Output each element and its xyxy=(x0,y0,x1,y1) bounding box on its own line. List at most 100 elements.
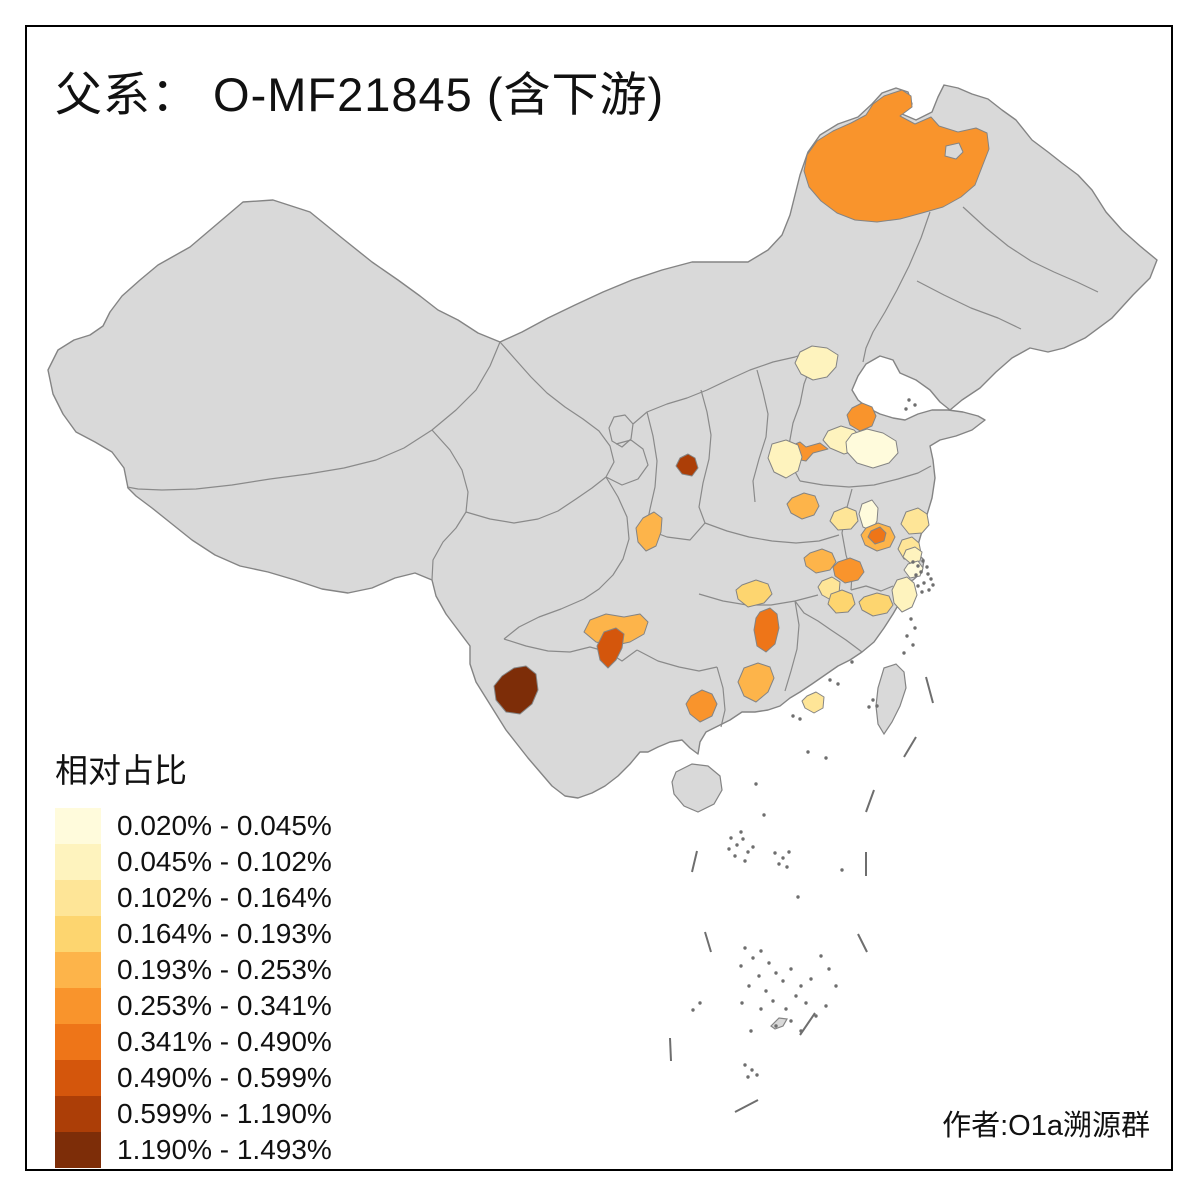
sea-island-speck xyxy=(796,895,800,899)
sea-island-speck xyxy=(774,1024,778,1028)
sea-island-speck xyxy=(740,1001,744,1005)
sea-island-speck xyxy=(757,974,761,978)
nine-dash-segment xyxy=(799,1012,816,1036)
sea-island-speck xyxy=(916,564,920,568)
nine-dash-segment xyxy=(857,933,868,953)
sea-island-speck xyxy=(764,989,768,993)
nine-dash-segment xyxy=(704,931,712,953)
sea-island-speck xyxy=(727,847,731,851)
sea-island-speck xyxy=(698,1001,702,1005)
sea-island-speck xyxy=(691,1008,695,1012)
sea-island-speck xyxy=(741,837,745,841)
region-chuzhou xyxy=(832,557,865,584)
islands xyxy=(671,663,907,1030)
sea-island-speck xyxy=(911,560,915,564)
legend-swatch xyxy=(55,880,101,916)
sea-island-speck xyxy=(799,984,803,988)
sea-island-speck xyxy=(875,704,879,708)
sea-island-speck xyxy=(925,565,929,569)
sea-island-speck xyxy=(798,717,802,721)
sea-island-speck xyxy=(781,856,785,860)
sea-island-speck xyxy=(774,971,778,975)
sea-island-speck xyxy=(911,643,915,647)
sea-island-speck xyxy=(759,949,763,953)
legend-swatch xyxy=(55,1096,101,1132)
sea-island-speck xyxy=(735,843,739,847)
legend-swatch xyxy=(55,844,101,880)
legend-label: 0.193% - 0.253% xyxy=(117,954,332,985)
legend-label: 0.164% - 0.193% xyxy=(117,918,332,949)
legend-row: 0.341% - 0.490% xyxy=(55,1024,332,1060)
region-beijing xyxy=(794,345,839,381)
sea-island-speck xyxy=(785,865,789,869)
sea-island-speck xyxy=(743,946,747,950)
region-xuancheng xyxy=(827,589,856,614)
region-fuyang xyxy=(803,548,837,574)
legend-label: 0.341% - 0.490% xyxy=(117,1026,332,1057)
legend-label: 1.190% - 1.493% xyxy=(117,1134,332,1165)
sea-island-speck xyxy=(739,964,743,968)
sea-island-speck xyxy=(904,407,908,411)
sea-island-speck xyxy=(922,581,926,585)
sea-island-speck xyxy=(828,678,832,682)
sea-island-speck xyxy=(824,1004,828,1008)
legend-row: 0.045% - 0.102% xyxy=(55,844,332,880)
sea-island-speck xyxy=(787,850,791,854)
sea-island-speck xyxy=(789,967,793,971)
legend-swatch xyxy=(55,808,101,844)
sea-island-speck xyxy=(871,698,875,702)
region-shandong-central xyxy=(845,428,899,469)
sea-island-speck xyxy=(750,1068,754,1072)
sea-island-speck xyxy=(929,577,933,581)
legend-row: 0.599% - 1.190% xyxy=(55,1096,332,1132)
sea-island-speck xyxy=(827,967,831,971)
sea-island-speck xyxy=(749,1029,753,1033)
sea-island-speck xyxy=(747,984,751,988)
sea-island-speck xyxy=(767,961,771,965)
region-suizhou-hubei xyxy=(735,579,773,608)
legend-label: 0.490% - 0.599% xyxy=(117,1062,332,1093)
region-hebei-south xyxy=(767,439,803,479)
province-boundaries xyxy=(126,206,1099,728)
sea-island-speck xyxy=(927,588,931,592)
sea-island-speck xyxy=(784,1007,788,1011)
sea-island-speck xyxy=(809,977,813,981)
nine-dash-segment xyxy=(734,1099,759,1113)
legend-row: 0.020% - 0.045% xyxy=(55,808,332,844)
legend: 相对占比 0.020% - 0.045% 0.045% - 0.102% 0.102… xyxy=(55,744,332,1168)
sea-island-speck xyxy=(759,1007,763,1011)
nine-dash-segment xyxy=(691,850,698,873)
sea-island-speck xyxy=(754,782,758,786)
sea-island-speck xyxy=(771,999,775,1003)
legend-row: 0.253% - 0.341% xyxy=(55,988,332,1024)
sea-island-speck xyxy=(746,1075,750,1079)
sea-island-speck xyxy=(919,570,923,574)
sea-island-speck xyxy=(773,851,777,855)
hainan-island xyxy=(671,763,723,813)
legend-row: 0.164% - 0.193% xyxy=(55,916,332,952)
sea-island-speck xyxy=(777,862,781,866)
sea-island-speck xyxy=(751,845,755,849)
region-dongying xyxy=(846,402,877,432)
sea-island-speck xyxy=(739,830,743,834)
sea-island-speck xyxy=(762,813,766,817)
china-outline xyxy=(47,84,1158,799)
sea-island-speck xyxy=(746,850,750,854)
taiwan-island xyxy=(875,663,907,736)
sea-island-speck xyxy=(806,750,810,754)
sea-island-speck xyxy=(791,714,795,718)
region-hulunbuir xyxy=(803,89,990,223)
region-hangzhou xyxy=(858,592,894,617)
region-yancheng xyxy=(900,507,930,535)
legend-label: 0.599% - 1.190% xyxy=(117,1098,332,1129)
sea-island-speck xyxy=(913,626,917,630)
legend-row: 0.102% - 0.164% xyxy=(55,880,332,916)
region-huaibei xyxy=(829,506,859,531)
sea-island-speck xyxy=(733,854,737,858)
sea-island-speck xyxy=(907,398,911,402)
sea-island-speck xyxy=(743,1063,747,1067)
page-title: 父系： O-MF21845 (含下游) xyxy=(55,68,665,121)
legend-label: 0.102% - 0.164% xyxy=(117,882,332,913)
